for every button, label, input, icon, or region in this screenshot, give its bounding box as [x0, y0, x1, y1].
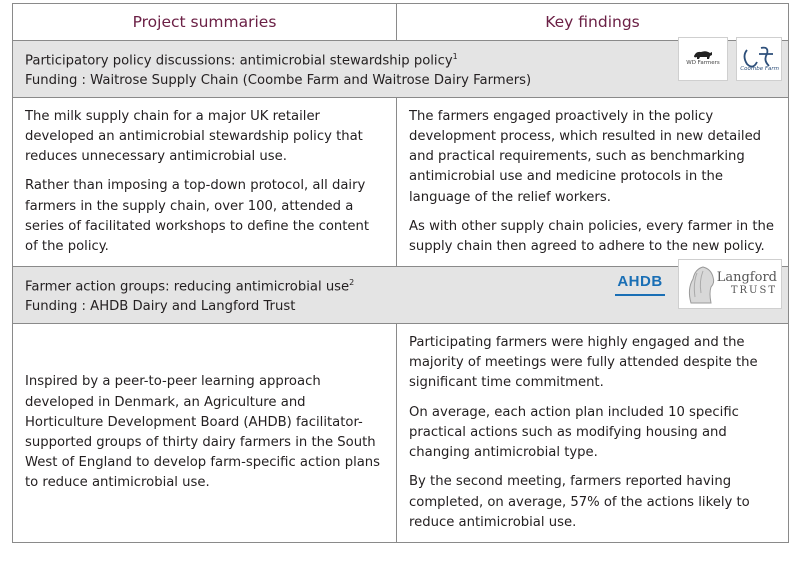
wd-farmers-logo: WD Farmers	[678, 36, 728, 81]
footnote-2-ref: 2	[349, 277, 355, 287]
cow-silhouette-icon	[694, 51, 712, 60]
coombe-farm-script-icon	[743, 46, 773, 68]
key-findings-header: Key findings	[396, 3, 789, 41]
finding-paragraph: Participating farmers were highly engage…	[409, 335, 758, 391]
section-2-logos: AHDB Langford TRUST	[610, 258, 782, 309]
header-row: Project summaries Key findings	[12, 3, 789, 41]
finding-paragraph: On average, each action plan included 10…	[409, 404, 739, 461]
finding-paragraph: The farmers engaged proactively in the p…	[409, 108, 762, 205]
finding-paragraph: By the second meeting, farmers reported …	[409, 474, 750, 530]
section-2-findings: Participating farmers were highly engage…	[397, 325, 788, 541]
section-2-funding: Funding : AHDB Dairy and Langford Trust	[25, 299, 296, 315]
horse-head-icon	[688, 266, 715, 304]
section-1-title: Participatory policy discussions: antimi…	[25, 51, 458, 69]
ahdb-logo: AHDB	[610, 267, 670, 301]
section-1-findings: The farmers engaged proactively in the p…	[397, 99, 788, 265]
project-findings-table: Project summaries Key findings Participa…	[12, 3, 789, 543]
summary-table-container: Project summaries Key findings Participa…	[12, 3, 789, 543]
summary-paragraph: Rather than imposing a top-down protocol…	[25, 178, 370, 254]
section-1-summary: The milk supply chain for a major UK ret…	[13, 99, 396, 265]
section-1-content-row: The milk supply chain for a major UK ret…	[12, 97, 789, 267]
finding-paragraph: As with other supply chain policies, eve…	[409, 218, 774, 254]
section-1-funding: Funding : Waitrose Supply Chain (Coombe …	[25, 73, 532, 89]
section-1-logos: WD Farmers Coombe Farm	[678, 36, 782, 81]
section-1-band: Participatory policy discussions: antimi…	[12, 36, 789, 98]
section-2-content-row: Inspired by a peer-to-peer learning appr…	[12, 323, 789, 543]
section-2-title: Farmer action groups: reducing antimicro…	[25, 277, 355, 295]
summary-paragraph: Inspired by a peer-to-peer learning appr…	[25, 374, 381, 491]
section-2-summary: Inspired by a peer-to-peer learning appr…	[13, 364, 396, 501]
langford-trust-logo: Langford TRUST	[678, 258, 782, 309]
coombe-farm-logo: Coombe Farm	[736, 36, 782, 81]
summary-paragraph: The milk supply chain for a major UK ret…	[25, 108, 363, 165]
section-2-band: Farmer action groups: reducing antimicro…	[12, 258, 789, 324]
footnote-1-ref: 1	[452, 51, 458, 61]
project-summaries-header: Project summaries	[12, 3, 397, 41]
